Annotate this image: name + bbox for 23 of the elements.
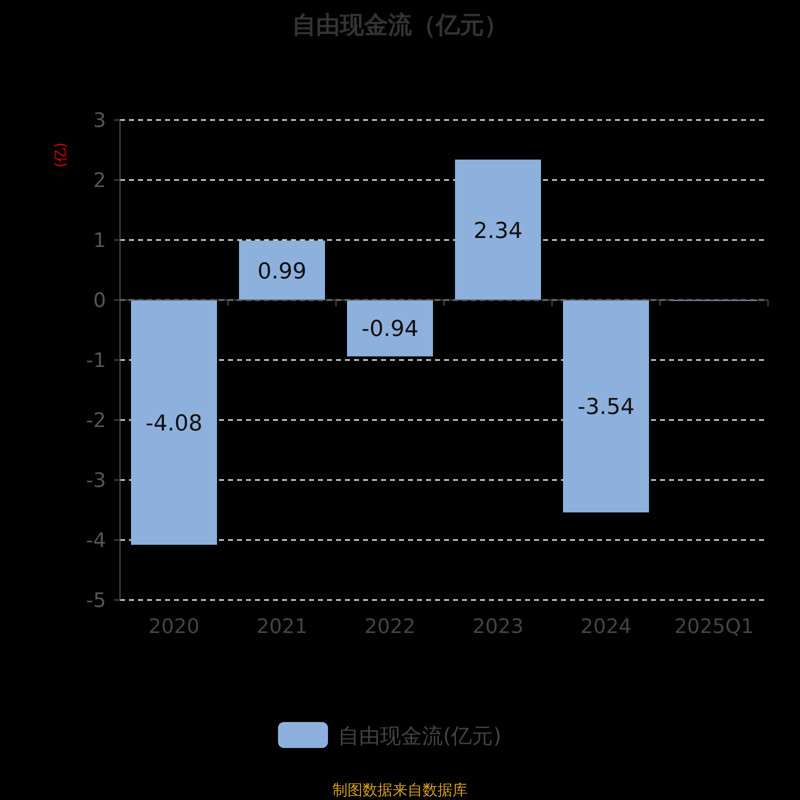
y-axis-title: (亿) [53, 142, 69, 168]
data-label: -0.94 [362, 317, 418, 342]
legend-label: 自由现金流(亿元) [338, 724, 502, 748]
x-tick-label: 2024 [580, 614, 632, 638]
data-label: -3.54 [578, 395, 634, 420]
y-tick-label: 1 [93, 228, 106, 252]
y-tick-label: 2 [93, 168, 106, 192]
y-tick-label: -2 [86, 408, 106, 432]
y-tick-label: -4 [86, 528, 106, 552]
data-label: 2.34 [474, 218, 522, 244]
y-tick-label: 0 [93, 288, 106, 312]
y-tick-label: -3 [86, 468, 106, 492]
y-tick-label: 3 [93, 108, 106, 132]
x-tick-label: 2020 [148, 614, 200, 638]
data-label: -4.08 [146, 411, 202, 436]
y-tick-label: -5 [86, 588, 106, 612]
text: 制图数据来自数据库 [332, 781, 468, 799]
x-tick-label: 2023 [472, 614, 524, 638]
y-tick-label: -1 [86, 348, 106, 372]
x-tick-label: 2022 [364, 614, 416, 638]
data-label: 0.99 [258, 259, 306, 284]
x-tick-label: 2021 [256, 614, 308, 638]
x-tick-label: 2025Q1 [674, 614, 754, 638]
